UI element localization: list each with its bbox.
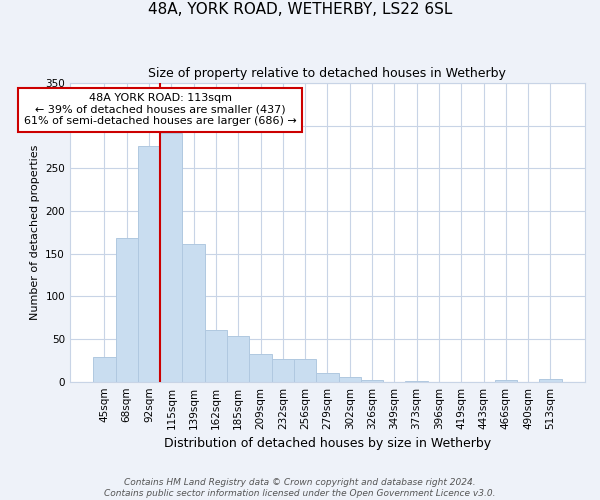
Bar (406, 381, 428, 382)
Text: 48A, YORK ROAD, WETHERBY, LS22 6SL: 48A, YORK ROAD, WETHERBY, LS22 6SL (148, 2, 452, 18)
Bar (205, 330, 227, 382)
Bar (272, 358, 294, 382)
Bar (494, 380, 517, 382)
Bar (250, 354, 272, 382)
Bar (138, 146, 160, 382)
Bar (182, 244, 205, 382)
Bar (93, 357, 116, 382)
Text: Contains HM Land Registry data © Crown copyright and database right 2024.
Contai: Contains HM Land Registry data © Crown c… (104, 478, 496, 498)
Bar (316, 373, 338, 382)
Bar (361, 380, 383, 382)
Text: 48A YORK ROAD: 113sqm
← 39% of detached houses are smaller (437)
61% of semi-det: 48A YORK ROAD: 113sqm ← 39% of detached … (24, 94, 296, 126)
Bar (338, 378, 361, 382)
Y-axis label: Number of detached properties: Number of detached properties (29, 144, 40, 320)
Bar (116, 238, 138, 382)
Bar (227, 336, 250, 382)
Bar (294, 358, 316, 382)
Bar (539, 379, 562, 382)
Title: Size of property relative to detached houses in Wetherby: Size of property relative to detached ho… (148, 68, 506, 80)
Bar (160, 134, 182, 382)
X-axis label: Distribution of detached houses by size in Wetherby: Distribution of detached houses by size … (164, 437, 491, 450)
